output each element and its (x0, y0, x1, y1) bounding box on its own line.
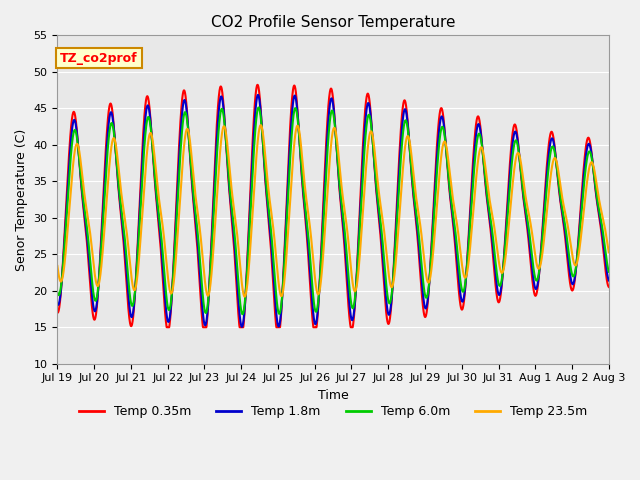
Temp 1.8m (595, 205, 602, 211)
Temp 6.0m (605, 269, 612, 275)
Temp 23.5m (289, 154, 297, 160)
Temp 6.0m (289, 116, 297, 121)
Temp 1.8m (605, 277, 612, 283)
Legend: Temp 0.35m, Temp 1.8m, Temp 6.0m, Temp 23.5m: Temp 0.35m, Temp 1.8m, Temp 6.0m, Temp 2… (74, 400, 592, 423)
Temp 6.0m (535, 269, 543, 275)
Y-axis label: Senor Temperature (C): Senor Temperature (C) (15, 129, 28, 271)
X-axis label: Time: Time (317, 389, 349, 402)
Temp 1.8m (535, 272, 543, 278)
Temp 6.0m (255, 105, 262, 110)
Temp 23.5m (54, 263, 61, 269)
Temp 1.8m (116, 201, 124, 207)
Line: Temp 1.8m: Temp 1.8m (58, 95, 609, 327)
Temp 6.0m (239, 312, 246, 317)
Temp 0.35m (54, 310, 61, 315)
Temp 1.8m (266, 217, 273, 223)
Temp 23.5m (257, 122, 264, 128)
Temp 23.5m (241, 294, 248, 300)
Temp 23.5m (116, 181, 124, 187)
Temp 6.0m (54, 289, 61, 295)
Temp 6.0m (595, 203, 602, 208)
Temp 0.35m (266, 223, 273, 229)
Title: CO2 Profile Sensor Temperature: CO2 Profile Sensor Temperature (211, 15, 455, 30)
Line: Temp 6.0m: Temp 6.0m (58, 108, 609, 314)
Temp 1.8m (54, 301, 61, 307)
Temp 23.5m (149, 140, 157, 146)
Temp 6.0m (149, 150, 157, 156)
Line: Temp 23.5m: Temp 23.5m (58, 125, 609, 297)
Temp 23.5m (605, 250, 612, 255)
Temp 0.35m (163, 324, 171, 330)
Temp 0.35m (116, 205, 124, 211)
Temp 0.35m (535, 273, 543, 278)
Temp 1.8m (254, 92, 262, 98)
Temp 0.35m (605, 284, 612, 290)
Temp 0.35m (595, 208, 602, 214)
Temp 6.0m (116, 197, 124, 203)
Temp 1.8m (289, 99, 297, 105)
Temp 6.0m (266, 211, 273, 216)
Temp 0.35m (253, 82, 261, 88)
Temp 23.5m (266, 193, 273, 199)
Temp 1.8m (149, 151, 157, 157)
Text: TZ_co2prof: TZ_co2prof (60, 52, 138, 65)
Temp 23.5m (535, 266, 543, 272)
Temp 23.5m (595, 192, 602, 198)
Temp 0.35m (289, 86, 297, 92)
Line: Temp 0.35m: Temp 0.35m (58, 85, 609, 327)
Temp 1.8m (238, 324, 246, 330)
Temp 0.35m (149, 153, 157, 159)
